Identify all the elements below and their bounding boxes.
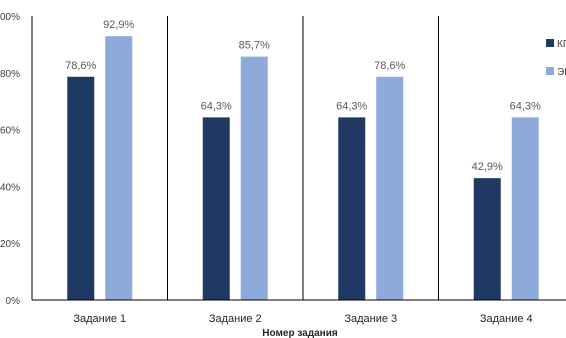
x-axis-category-labels: Задание 1 Задание 2 Задание 3 Задание 4 [73, 313, 532, 325]
x-category-label: Задание 2 [209, 313, 262, 325]
y-tick-label: 20% [0, 239, 20, 250]
legend-label: ЭГ [557, 67, 566, 78]
bar-kg [67, 76, 95, 300]
bar-kg [473, 178, 501, 300]
legend-label: КГ [557, 39, 566, 50]
x-category-label: Задание 3 [344, 313, 397, 325]
data-label: 42,9% [472, 161, 503, 173]
category-separators [31, 16, 439, 300]
bar-eg [240, 56, 268, 300]
bar-eg [511, 117, 539, 300]
x-axis-title: Номер задания [262, 328, 338, 338]
x-category-label: Задание 4 [480, 313, 533, 325]
bar-eg [376, 76, 404, 300]
bar-eg [105, 36, 133, 300]
legend-swatch [546, 39, 554, 47]
y-tick-label: 60% [0, 126, 20, 137]
data-label: 64,3% [510, 100, 541, 112]
y-tick-label: 80% [0, 69, 20, 80]
data-label: 78,6% [374, 60, 405, 72]
legend-swatch [546, 67, 554, 75]
x-category-label: Задание 1 [73, 313, 126, 325]
data-label: 64,3% [201, 100, 232, 112]
y-tick-label: 40% [0, 182, 20, 193]
data-label: 64,3% [336, 100, 367, 112]
y-tick-label: 0% [6, 296, 21, 307]
data-labels: 78,6% 92,9% 64,3% 85,7% 64,3% 78,6% 42,9% 64,3% [65, 19, 541, 173]
data-label: 85,7% [239, 40, 270, 52]
data-label: 78,6% [65, 60, 96, 72]
data-label: 92,9% [103, 19, 134, 31]
legend: КГ ЭГ [546, 39, 566, 78]
bars [67, 36, 539, 300]
bar-kg [202, 117, 230, 300]
y-axis-ticks: 0% 20% 40% 60% 80% 100% [0, 12, 20, 307]
y-tick-label: 100% [0, 12, 20, 23]
bar-kg [338, 117, 366, 300]
